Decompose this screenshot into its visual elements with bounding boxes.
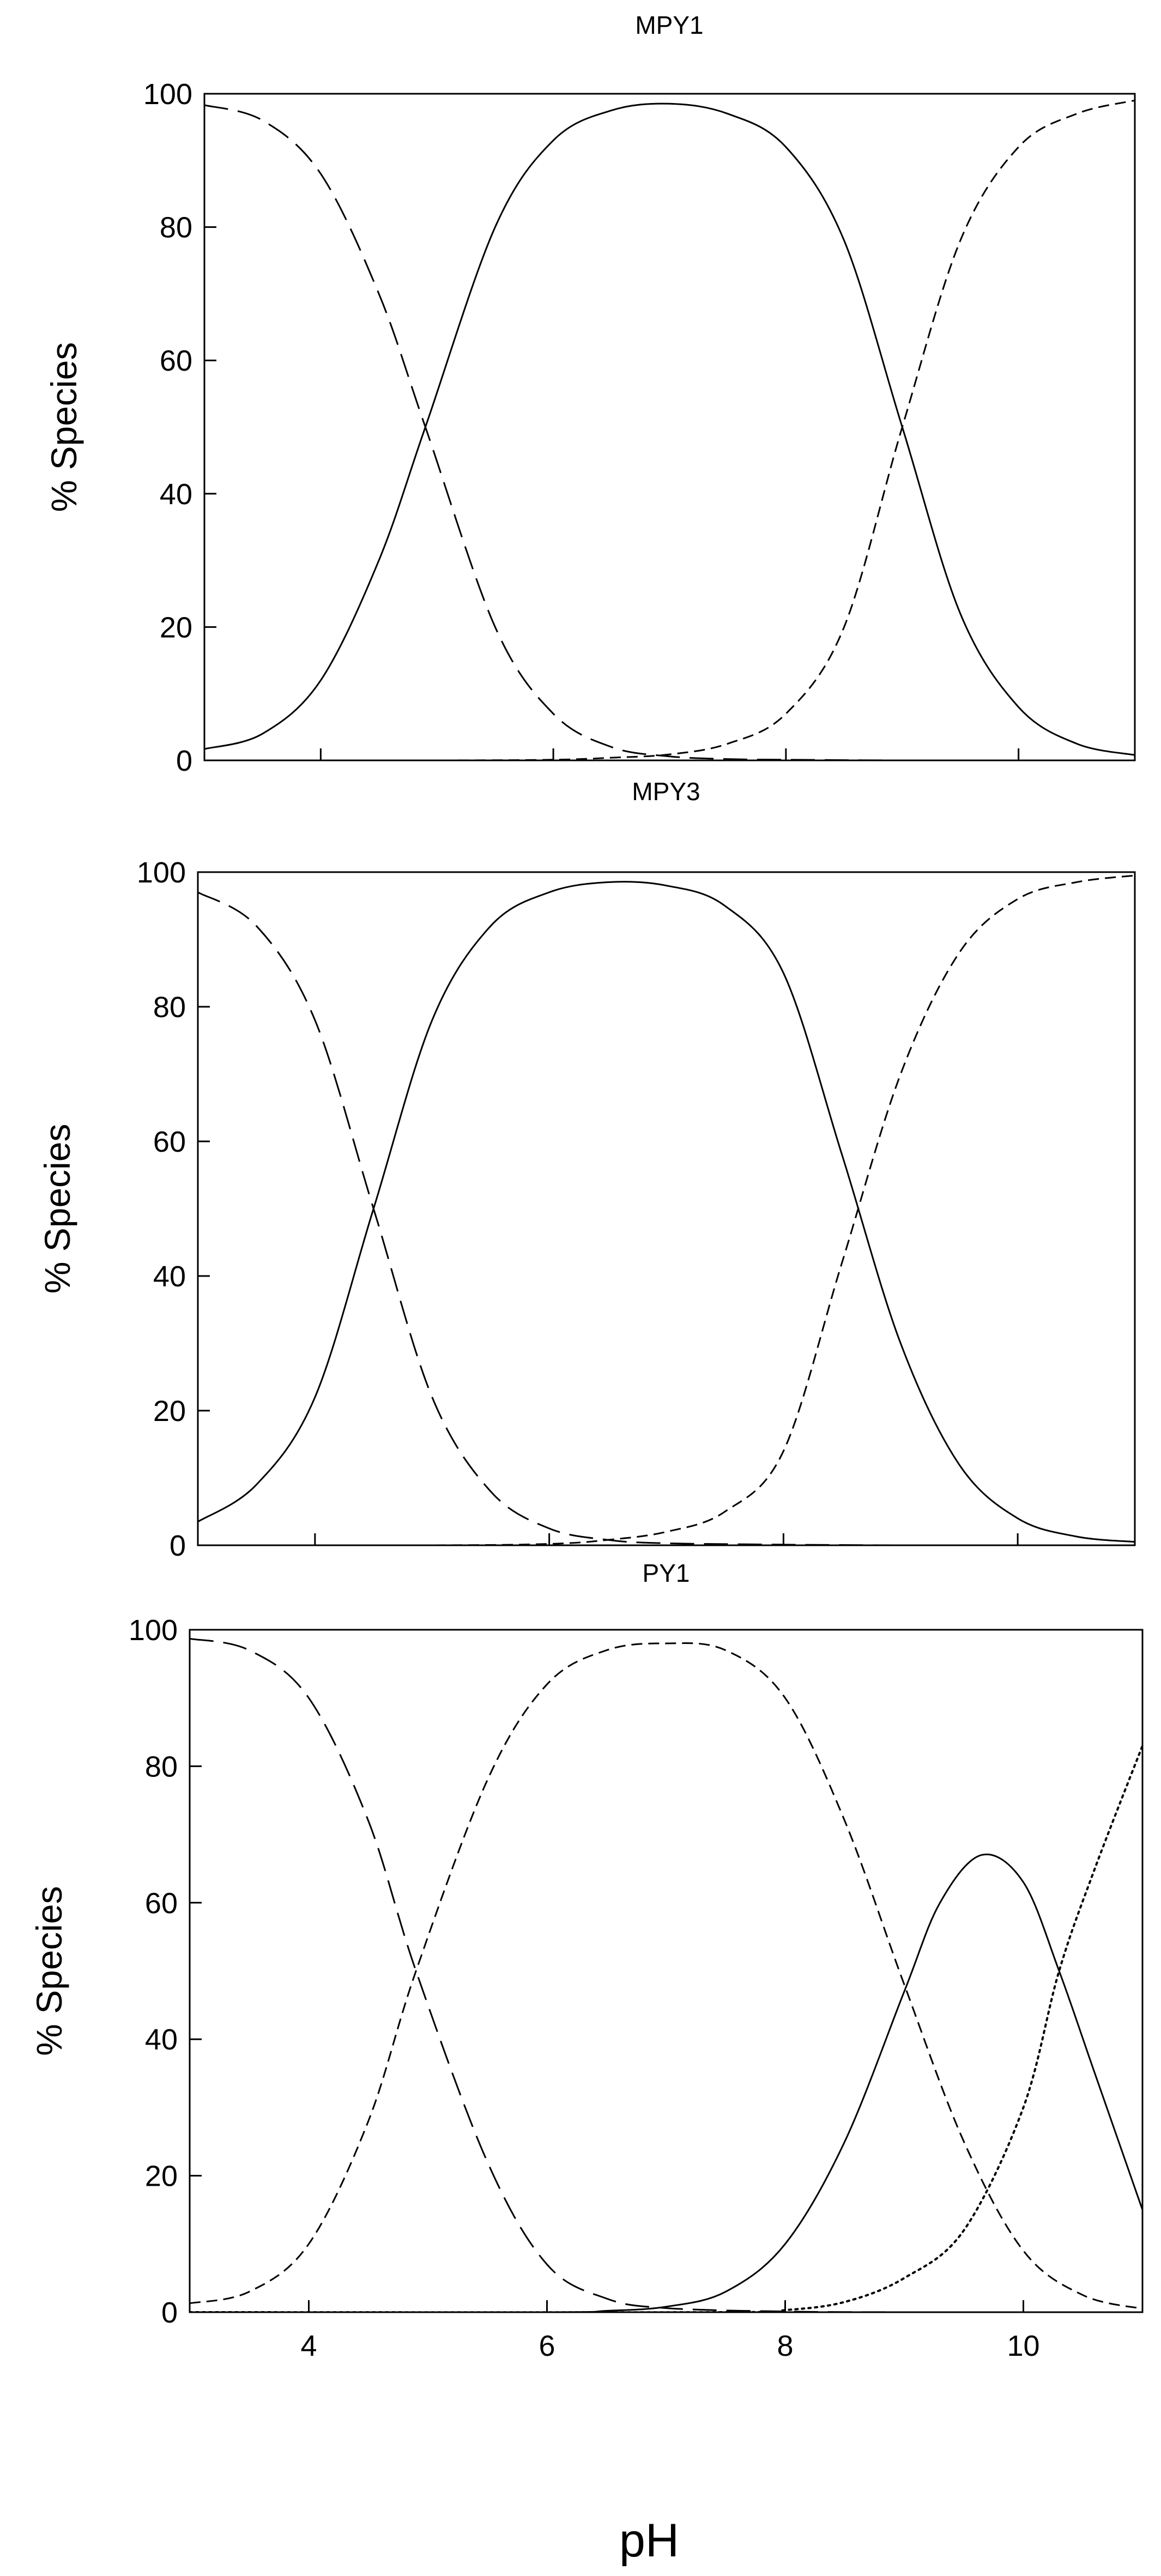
y-tick-label: 20 [145,2160,178,2193]
y-tick-label: 40 [145,2023,178,2056]
y-axis-label: % Species [29,1886,69,2056]
y-tick-label: 0 [161,2296,178,2329]
y-tick-label: 20 [153,1395,186,1428]
y-tick-label: 40 [153,1260,186,1293]
y-tick-label: 100 [129,1614,178,1647]
x-tick-label: 4 [300,2330,317,2362]
x-tick-label: 6 [539,2330,555,2362]
y-tick-label: 40 [160,478,192,511]
chart-panel-3: PY1 0 20 40 60 80 100 4 6 8 10 % Species [29,1559,1144,2362]
series-line-long-dash [190,1637,1142,2312]
y-tick-label: 60 [145,1887,178,1920]
y-tick-label: 60 [153,1126,186,1158]
series-line-long-dash [198,891,1135,1545]
y-tick-label: 60 [160,344,192,377]
y-axis-label: % Species [37,1124,77,1294]
x-tick-label: 8 [777,2330,793,2362]
x-axis-label: pH [619,2514,679,2567]
y-tick-label: 0 [176,745,192,777]
plot-frame [197,871,1136,1546]
series-line-short-dash [198,874,1135,1545]
panel-title: PY1 [643,1559,690,1587]
y-tick-label: 100 [143,78,192,111]
y-tick-label: 80 [153,991,186,1024]
plot-frame [203,93,1136,761]
series-line-short-dash [190,1642,1142,2310]
x-tick-label: 10 [1007,2330,1039,2362]
plot-frame [189,1629,1144,2313]
y-tick-label: 100 [137,856,186,889]
series-line-solid [204,102,1135,756]
y-tick-label: 0 [170,1529,186,1562]
chart-panel-1: MPY1 0 20 40 60 80 100 % Species [44,11,1136,777]
series-line-solid [190,1853,1142,2312]
y-tick-label: 80 [160,211,192,244]
series-line-solid [198,881,1135,1543]
series-line-long-dash [204,104,1135,760]
y-axis-label: % Species [44,342,84,512]
panel-title: MPY3 [632,777,700,806]
series-line-dotted [190,1744,1142,2312]
chart-panel-2: MPY3 0 20 40 60 80 100 % Species [37,777,1136,1562]
y-tick-label: 80 [145,1750,178,1783]
series-line-short-dash [204,99,1135,760]
panel-title: MPY1 [635,11,703,39]
y-tick-label: 20 [160,611,192,644]
